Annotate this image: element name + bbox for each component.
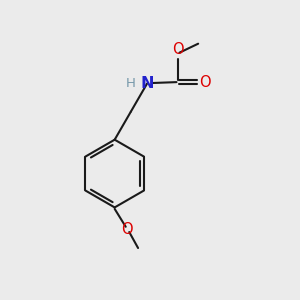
Text: O: O [172,41,184,56]
Text: H: H [126,76,136,89]
Text: O: O [122,222,133,237]
Text: N: N [140,76,154,91]
Text: O: O [199,75,211,90]
